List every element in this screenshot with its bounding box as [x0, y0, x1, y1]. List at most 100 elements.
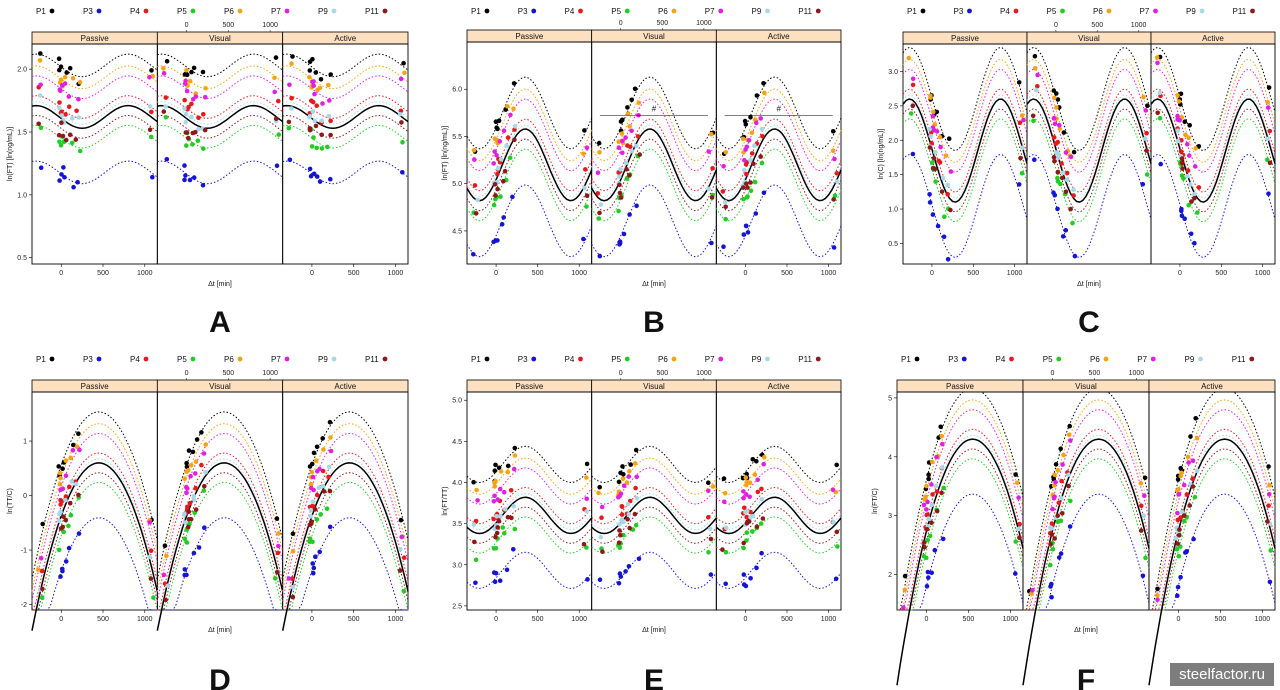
participant-curve-p7 [1150, 68, 1276, 173]
data-point-p11 [472, 539, 477, 545]
data-point-p11 [723, 204, 728, 210]
data-point-p7 [1053, 480, 1058, 485]
data-point-p11 [307, 126, 313, 131]
data-point-p9 [183, 520, 188, 525]
data-point-p11 [286, 119, 292, 125]
legend-marker-p5 [190, 356, 196, 362]
participant-curve-p6 [897, 399, 1024, 611]
data-point-p1 [926, 472, 931, 478]
participant-curve-p6 [591, 457, 717, 495]
data-point-p9 [1048, 525, 1053, 530]
data-point-p1 [309, 461, 315, 467]
data-point-p7 [830, 487, 836, 493]
data-point-p6 [402, 70, 407, 76]
data-point-p6 [906, 55, 912, 61]
data-point-p5 [1268, 548, 1273, 553]
participant-curve-p6 [466, 88, 593, 162]
data-point-p5 [318, 512, 324, 517]
data-point-p11 [397, 568, 403, 573]
data-point-p9 [319, 118, 325, 123]
data-point-p5 [1143, 555, 1148, 561]
data-point-p4 [185, 504, 190, 510]
top-tick-label: 500 [1091, 22, 1103, 29]
legend-marker-p3 [967, 8, 972, 14]
data-point-p4 [619, 512, 625, 517]
participant-curve-p9 [902, 94, 1028, 199]
data-point-p6 [498, 469, 504, 474]
data-point-p3 [328, 176, 333, 182]
data-point-p11 [1181, 513, 1187, 518]
legend-label-p7: P7 [1140, 7, 1150, 16]
participant-curve-p3 [902, 153, 1028, 259]
mean-curve [156, 462, 284, 631]
participant-curve-p3 [591, 184, 717, 258]
participant-curve-p5 [591, 516, 717, 554]
data-point-p1 [76, 431, 81, 437]
participant-curve-p9 [32, 458, 158, 611]
data-point-p1 [616, 479, 622, 485]
data-point-p3 [1060, 234, 1066, 239]
participant-curve-p7 [1026, 68, 1152, 173]
data-point-p6 [321, 447, 326, 452]
data-point-p6 [203, 442, 209, 447]
data-point-p11 [185, 524, 191, 530]
participant-curve-p9 [1150, 94, 1276, 199]
data-point-p3 [1049, 594, 1054, 600]
data-point-p11 [1190, 484, 1196, 489]
data-point-p5 [56, 547, 62, 553]
data-point-p1 [496, 118, 502, 124]
data-point-p7 [501, 128, 507, 133]
data-point-p4 [633, 485, 638, 491]
data-point-p5 [617, 545, 623, 550]
data-point-p6 [1057, 126, 1063, 131]
participant-curve-p3 [157, 160, 283, 185]
x-tick-label: 0 [59, 270, 63, 277]
legend-marker-p9 [765, 8, 770, 14]
data-point-p7 [742, 157, 747, 163]
data-point-p3 [61, 165, 66, 170]
data-point-p11 [632, 511, 638, 517]
data-point-p3 [1178, 574, 1183, 580]
data-point-p11 [1052, 536, 1057, 541]
data-point-p3 [1072, 253, 1078, 259]
data-point-p9 [182, 511, 187, 516]
data-point-p9 [623, 160, 629, 166]
data-point-p11 [1049, 532, 1055, 537]
data-point-p7 [184, 490, 189, 496]
data-point-p11 [495, 186, 500, 192]
data-point-p4 [1035, 84, 1040, 89]
participant-curve-p11 [897, 448, 1024, 611]
data-point-p11 [76, 492, 81, 498]
data-point-p5 [77, 148, 83, 154]
strip-label: Active [1201, 382, 1223, 391]
data-point-p4 [508, 488, 514, 493]
data-point-p6 [710, 484, 716, 489]
participant-curve-p6 [902, 58, 1028, 164]
data-point-p7 [511, 466, 517, 472]
data-point-p7 [399, 534, 405, 540]
data-point-p9 [73, 481, 79, 487]
y-axis-label: ln(FT/C) [872, 488, 879, 514]
data-point-p11 [921, 540, 927, 545]
participant-curve-p3 [157, 517, 283, 611]
data-point-p6 [581, 151, 586, 157]
data-point-p9 [56, 518, 62, 523]
data-point-p1 [186, 448, 192, 453]
data-point-p7 [938, 144, 943, 150]
data-point-p7 [621, 483, 627, 489]
chart-panel-B: P1 P3 P4 P5 P6 P7 P9 P11 0 500 1000 Passive Visual Ac… [442, 7, 842, 339]
data-point-p7 [1050, 506, 1055, 512]
data-point-p4 [619, 504, 625, 509]
data-point-p6 [924, 483, 929, 489]
data-point-p6 [37, 58, 43, 63]
data-point-p11 [148, 576, 154, 581]
legend-label-p5: P5 [611, 355, 621, 364]
data-point-p6 [74, 444, 80, 450]
data-point-p4 [289, 96, 294, 101]
y-axis-label: ln(FT) [ln(ng/mL)] [7, 127, 14, 181]
data-point-p1 [318, 77, 324, 82]
data-point-p3 [1266, 191, 1271, 196]
data-point-p5 [57, 139, 62, 145]
participant-curve-p3 [715, 184, 842, 258]
participant-curve-p6 [1149, 399, 1276, 611]
